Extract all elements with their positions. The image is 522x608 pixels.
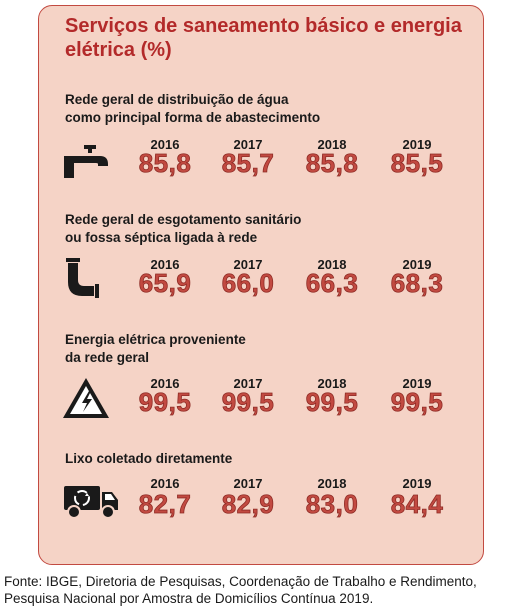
- section-label-electricity: Energia elétrica proveniente da rede ger…: [65, 331, 365, 367]
- data-value: 66,0: [221, 268, 275, 299]
- data-value: 68,3: [390, 268, 444, 299]
- year-label: 2017: [233, 137, 263, 152]
- data-value: 83,0: [305, 489, 359, 520]
- year-label: 2017: [233, 257, 263, 272]
- data-value: 82,7: [138, 489, 192, 520]
- page-title: Serviços de saneamento básico e energia …: [65, 15, 462, 61]
- year-label: 2017: [233, 476, 263, 491]
- data-value: 85,7: [221, 148, 275, 179]
- year-label: 2016: [150, 376, 180, 391]
- section-label-line: Lixo coletado diretamente: [65, 451, 233, 466]
- faucet-icon: [64, 145, 108, 178]
- data-value: 85,5: [390, 148, 444, 179]
- section-label-line: Energia elétrica proveniente: [65, 332, 246, 347]
- data-value: 99,5: [305, 387, 359, 418]
- section-label-line: ou fossa séptica ligada à rede: [65, 230, 258, 245]
- data-value: 99,5: [221, 387, 275, 418]
- year-label: 2016: [150, 257, 180, 272]
- section-label-sewage: Rede geral de esgotamento sanitário ou f…: [65, 211, 365, 247]
- section-label-line: como principal forma de abastecimento: [65, 110, 321, 125]
- year-label: 2018: [317, 137, 347, 152]
- section-label-line: Rede geral de distribuição de água: [65, 92, 289, 107]
- data-value: 85,8: [138, 148, 192, 179]
- pipe-icon: [66, 258, 99, 298]
- source-line: Pesquisa Nacional por Amostra de Domicíl…: [4, 591, 374, 606]
- year-label: 2019: [402, 376, 432, 391]
- section-label-water: Rede geral de distribuição de água como …: [65, 91, 365, 127]
- year-label: 2016: [150, 137, 180, 152]
- year-label: 2018: [317, 376, 347, 391]
- infographic-panel: [38, 5, 484, 565]
- data-value: 82,9: [221, 489, 275, 520]
- data-value: 65,9: [138, 268, 192, 299]
- year-label: 2017: [233, 376, 263, 391]
- source-note: Fonte: IBGE, Diretoria de Pesquisas, Coo…: [4, 573, 520, 607]
- section-label-garbage: Lixo coletado diretamente: [65, 450, 365, 468]
- year-label: 2019: [402, 257, 432, 272]
- section-label-line: Rede geral de esgotamento sanitário: [65, 212, 302, 227]
- data-value: 84,4: [390, 489, 444, 520]
- year-label: 2019: [402, 137, 432, 152]
- year-label: 2016: [150, 476, 180, 491]
- section-label-line: da rede geral: [65, 350, 150, 365]
- electricity-warning-icon: [63, 378, 109, 418]
- year-label: 2018: [317, 476, 347, 491]
- data-value: 99,5: [390, 387, 444, 418]
- year-label: 2018: [317, 257, 347, 272]
- data-value: 66,3: [305, 268, 359, 299]
- garbage-truck-icon: [64, 486, 118, 519]
- year-label: 2019: [402, 476, 432, 491]
- source-line: Fonte: IBGE, Diretoria de Pesquisas, Coo…: [4, 574, 477, 589]
- data-value: 99,5: [138, 387, 192, 418]
- data-value: 85,8: [305, 148, 359, 179]
